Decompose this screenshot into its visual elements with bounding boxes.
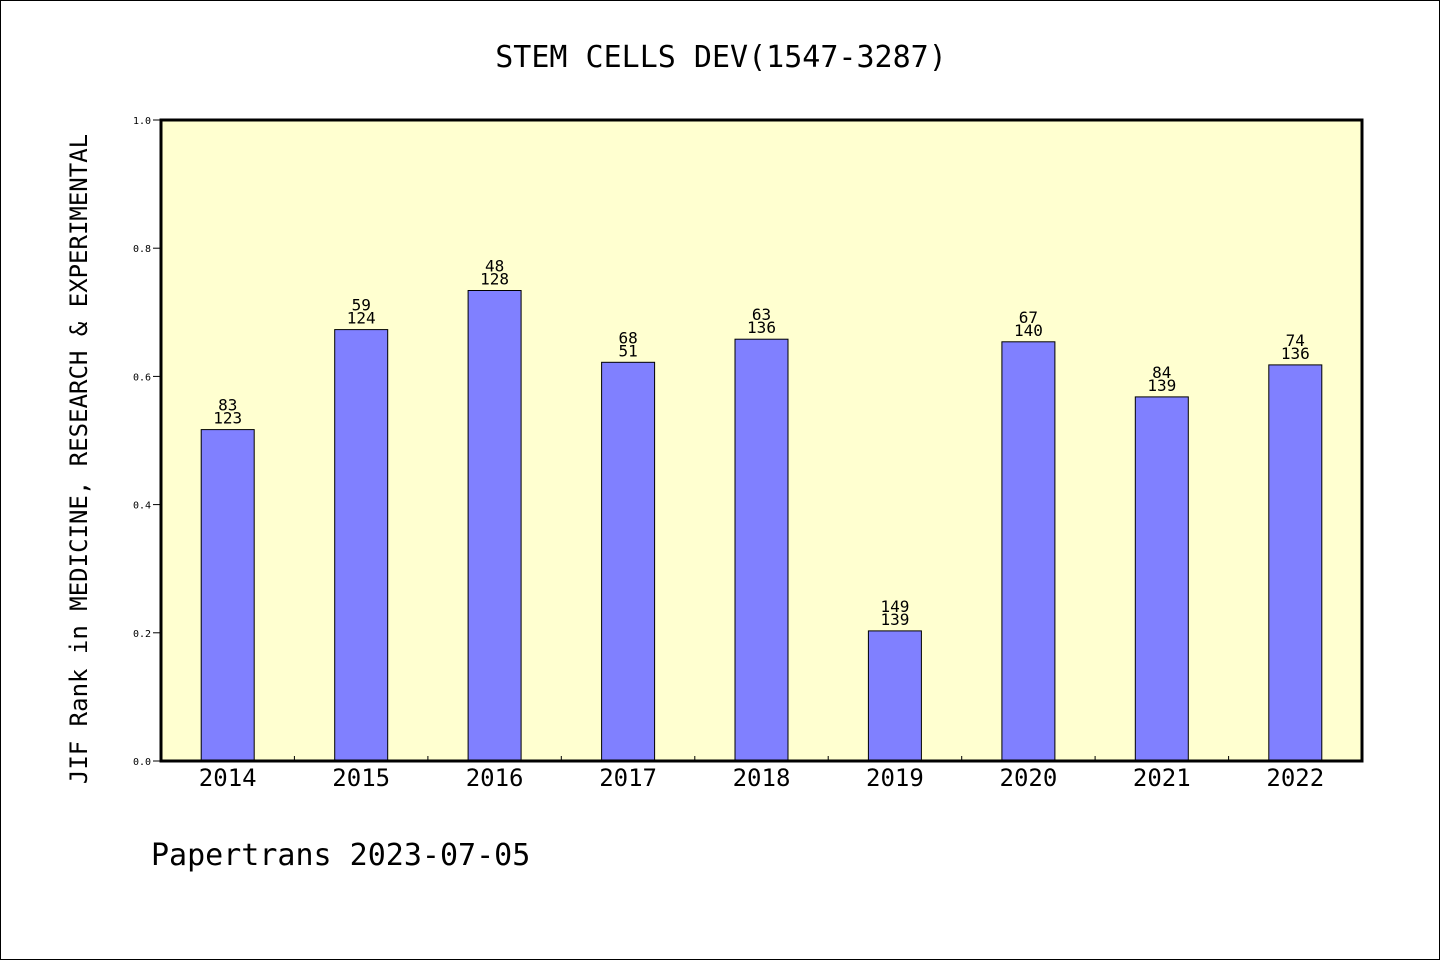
y-tick-label: 0.6 [133,372,151,383]
x-tick-label: 2016 [466,764,524,792]
bar-label-top: 68 [618,328,637,347]
bar-label-bottom: 136 [747,318,776,337]
bar-2022 [1268,364,1323,762]
y-tick-label: 1.0 [133,116,151,127]
bar-label-bottom: 139 [1147,376,1176,395]
chart-title: STEM CELLS DEV(1547-3287) [495,40,947,75]
bar-2014 [200,429,255,762]
bar-label-bottom: 136 [1281,344,1310,363]
x-tick-label: 2014 [199,764,257,792]
plot-border [159,118,1364,763]
x-tick-label: 2018 [733,764,791,792]
x-tick-label: 2015 [332,764,390,792]
bar-label-top: 83 [218,396,237,415]
bar-label-bottom: 124 [347,309,376,328]
bar-2019 [867,630,922,762]
bar-2018 [734,338,789,762]
bar-2020 [1001,341,1056,762]
y-tick-label: 0.8 [133,244,151,255]
bar-2016 [467,290,522,762]
bar-label-top: 63 [752,305,771,324]
x-tick-label: 2020 [1000,764,1058,792]
x-tick-label: 2022 [1266,764,1324,792]
footer-note: Papertrans 2023-07-05 [151,838,530,873]
x-tick-label: 2021 [1133,764,1191,792]
bar-label-bottom: 140 [1014,321,1043,340]
bar-label-bottom: 51 [618,341,637,360]
y-tick-label: 0.2 [133,629,151,640]
bar-label-top: 74 [1286,331,1305,350]
x-tick-label: 2017 [599,764,657,792]
bar-2017 [601,361,656,762]
bars-layer: 8312359124481286851631361491396714084139… [200,257,1323,762]
bar-label-top: 59 [352,296,371,315]
bar-label-bottom: 123 [213,409,242,428]
y-axis-label: JIF Rank in MEDICINE, RESEARCH & EXPERIM… [65,134,93,784]
bar-label-bottom: 139 [880,610,909,629]
bar-label-top: 149 [880,597,909,616]
bar-label-top: 48 [485,257,504,276]
bar-label-top: 67 [1019,308,1038,327]
x-tick-label: 2019 [866,764,924,792]
bar-label-bottom: 128 [480,270,509,289]
bar-label-top: 84 [1152,363,1171,382]
bar-2021 [1134,396,1189,762]
y-tick-label: 0.4 [133,501,151,512]
y-tick-label: 0.0 [133,757,151,768]
bar-2015 [334,329,389,762]
axes-layer: 2014 2015 2016 2017 2018 2019 2020 2021 2022 0.0 0… [133,116,1324,792]
